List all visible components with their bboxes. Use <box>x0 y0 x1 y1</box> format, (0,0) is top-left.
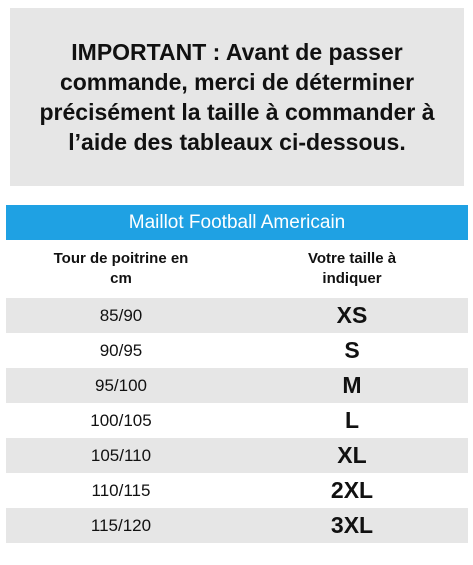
size-cell: 3XL <box>330 512 374 538</box>
table-row: 90/95 S <box>6 333 468 368</box>
notice-text: IMPORTANT : Avant de passer commande, me… <box>39 39 435 155</box>
chest-cell: 95/100 <box>95 375 147 395</box>
table-row: 105/110 XL <box>6 438 468 473</box>
table-header-row: Tour de poitrine en cm Votre taille à in… <box>6 240 468 298</box>
size-cell: XL <box>337 442 367 468</box>
table-body: 85/90 XS 90/95 S 95/100 M 100/105 L 105/… <box>6 298 468 543</box>
chest-cell: 100/105 <box>90 410 152 430</box>
header-chest: Tour de poitrine en cm <box>6 249 236 289</box>
important-notice: IMPORTANT : Avant de passer commande, me… <box>10 8 464 186</box>
size-cell: L <box>344 407 360 433</box>
size-cell: S <box>344 337 360 363</box>
size-chart-table: Maillot Football Americain Tour de poitr… <box>6 205 468 543</box>
table-row: 100/105 L <box>6 403 468 438</box>
chest-cell: 85/90 <box>99 305 143 325</box>
table-title: Maillot Football Americain <box>6 205 468 240</box>
table-row: 110/115 2XL <box>6 473 468 508</box>
chest-cell: 110/115 <box>91 480 151 500</box>
size-cell: XS <box>336 302 368 328</box>
chest-cell: 115/120 <box>90 515 152 535</box>
chest-cell: 90/95 <box>99 340 143 360</box>
header-size: Votre taille à indiquer <box>236 249 468 289</box>
header-chest-label: Tour de poitrine en cm <box>53 250 189 287</box>
table-row: 85/90 XS <box>6 298 468 333</box>
size-cell: M <box>342 372 362 398</box>
size-cell: 2XL <box>330 477 374 503</box>
table-row: 95/100 M <box>6 368 468 403</box>
table-row: 115/120 3XL <box>6 508 468 543</box>
header-size-label: Votre taille à indiquer <box>307 250 397 287</box>
chest-cell: 105/110 <box>90 445 152 465</box>
